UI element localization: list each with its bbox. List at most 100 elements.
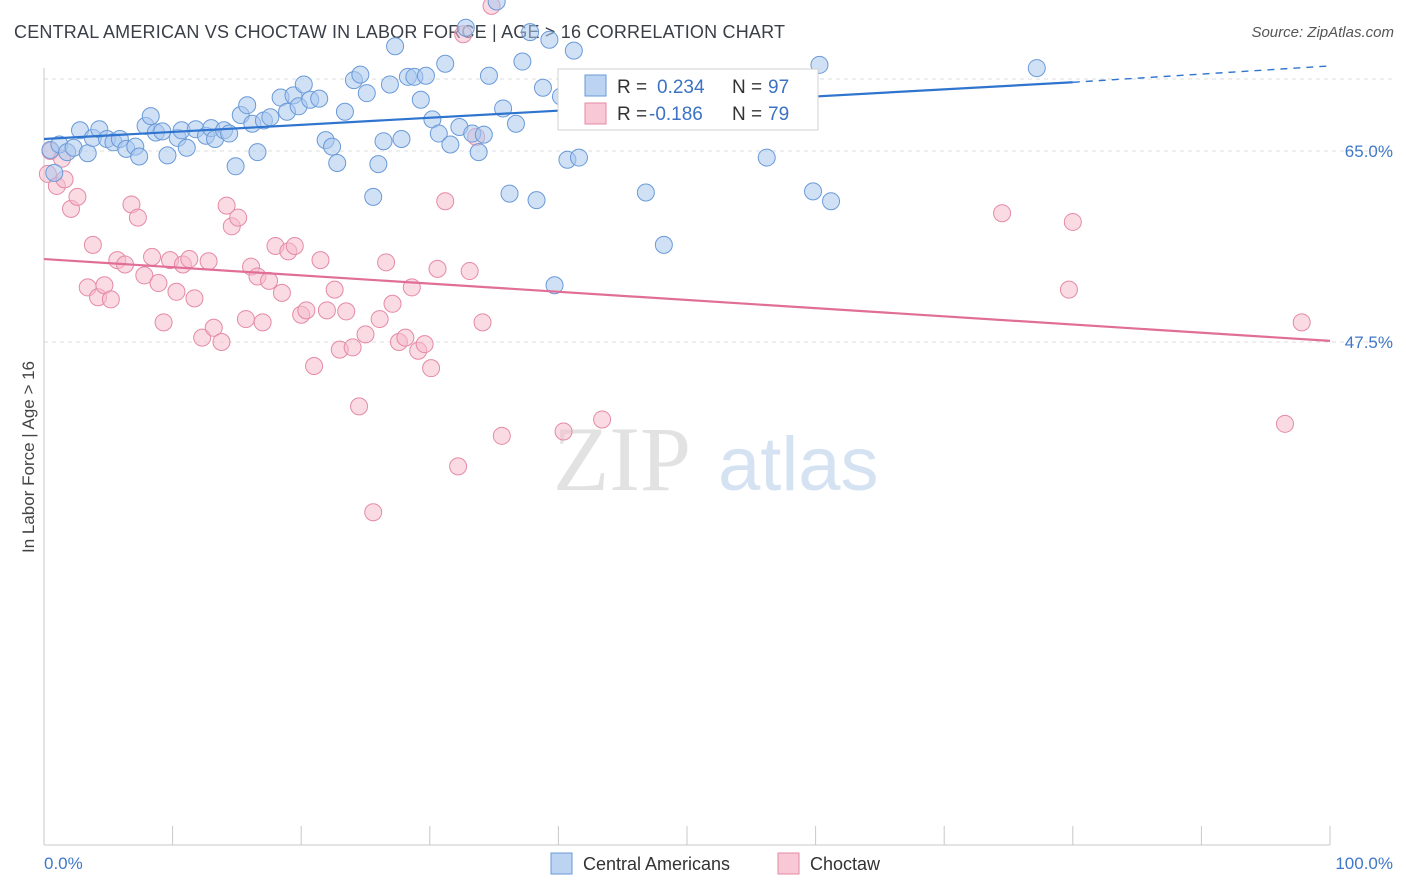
choctaw-point bbox=[135, 266, 154, 285]
y-axis-label: In Labor Force | Age > 16 bbox=[19, 361, 38, 553]
central-american-point bbox=[479, 66, 498, 85]
choctaw-point bbox=[253, 313, 272, 332]
central-american-point bbox=[130, 147, 149, 166]
choctaw-point bbox=[1292, 313, 1311, 332]
x-tick-label-min: 0.0% bbox=[44, 854, 83, 873]
choctaw-point bbox=[325, 280, 344, 299]
central-american-point bbox=[310, 89, 329, 108]
central-americans-trend-extension bbox=[1072, 65, 1331, 83]
choctaw-point bbox=[101, 290, 120, 309]
central-american-point bbox=[540, 30, 559, 49]
choctaw-point bbox=[364, 503, 383, 522]
bottom-legend-swatch-central-americans bbox=[550, 852, 573, 875]
central-american-point bbox=[141, 107, 160, 126]
choctaw-point bbox=[68, 187, 87, 206]
central-american-point bbox=[487, 0, 506, 11]
central-american-point bbox=[527, 191, 546, 210]
central-american-point bbox=[248, 143, 267, 162]
central-american-point bbox=[411, 90, 430, 109]
central-american-point bbox=[323, 137, 342, 156]
choctaw-point bbox=[212, 332, 231, 351]
legend-n-value-1: 97 bbox=[768, 77, 789, 98]
choctaw-point bbox=[460, 262, 479, 281]
choctaw-point bbox=[343, 338, 362, 357]
choctaw-point bbox=[370, 310, 389, 329]
choctaw-point bbox=[128, 208, 147, 227]
choctaw-point bbox=[1059, 280, 1078, 299]
legend-n-label-1: N = bbox=[732, 77, 762, 98]
choctaw-point bbox=[428, 259, 447, 278]
choctaw-point bbox=[199, 252, 218, 271]
central-american-point bbox=[78, 144, 97, 163]
watermark-zip: ZIP bbox=[553, 408, 691, 510]
choctaw-point bbox=[993, 204, 1012, 223]
choctaw-point bbox=[154, 313, 173, 332]
legend-swatch-central-americans bbox=[584, 74, 607, 97]
choctaw-point bbox=[305, 356, 324, 375]
bottom-legend-label-choctaw: Choctaw bbox=[810, 854, 881, 874]
choctaw-point bbox=[167, 282, 186, 301]
choctaw-point bbox=[492, 426, 511, 445]
central-american-point bbox=[351, 65, 370, 84]
central-american-point bbox=[545, 276, 564, 295]
choctaw-point bbox=[1063, 212, 1082, 231]
central-american-point bbox=[500, 184, 519, 203]
central-american-point bbox=[1027, 59, 1046, 78]
choctaw-point bbox=[260, 271, 279, 290]
central-american-point bbox=[261, 108, 280, 127]
x-tick-label-max: 100.0% bbox=[1335, 854, 1393, 873]
central-american-point bbox=[474, 125, 493, 144]
legend-r-label-1: R = bbox=[617, 77, 647, 98]
choctaw-point bbox=[217, 196, 236, 215]
choctaw-point bbox=[236, 310, 255, 329]
legend-n-value-2: 79 bbox=[768, 104, 789, 125]
y-tick-label: 65.0% bbox=[1345, 142, 1393, 161]
choctaw-point bbox=[396, 328, 415, 347]
central-american-point bbox=[513, 52, 532, 71]
choctaw-point bbox=[1275, 414, 1294, 433]
choctaw-point bbox=[185, 289, 204, 308]
choctaw-point bbox=[272, 283, 291, 302]
central-american-point bbox=[416, 66, 435, 85]
central-american-point bbox=[654, 235, 673, 254]
choctaw-point bbox=[473, 313, 492, 332]
choctaw-point bbox=[436, 192, 455, 211]
bottom-legend: Central Americans Choctaw bbox=[550, 852, 881, 875]
legend-r-value-1: 0.234 bbox=[657, 77, 705, 98]
choctaw-point bbox=[593, 410, 612, 429]
central-american-point bbox=[369, 155, 388, 174]
x-tick-marks bbox=[43, 826, 1331, 845]
choctaw-point bbox=[143, 247, 162, 266]
bottom-legend-swatch-choctaw bbox=[777, 852, 800, 875]
central-american-point bbox=[564, 41, 583, 60]
central-american-point bbox=[436, 54, 455, 73]
central-american-point bbox=[158, 146, 177, 165]
central-american-point bbox=[533, 78, 552, 97]
source-label: Source: ZipAtlas.com bbox=[1251, 24, 1394, 41]
choctaw-point bbox=[337, 302, 356, 321]
grid-lines bbox=[44, 78, 1393, 343]
central-american-point bbox=[569, 148, 588, 167]
choctaw-point bbox=[149, 274, 168, 293]
choctaw-point bbox=[317, 301, 336, 320]
central-american-point bbox=[380, 75, 399, 94]
y-tick-label: 47.5% bbox=[1345, 333, 1393, 352]
central-american-point bbox=[429, 124, 448, 143]
central-american-point bbox=[757, 148, 776, 167]
central-american-point bbox=[521, 23, 540, 42]
choctaw-point bbox=[311, 251, 330, 270]
central-american-point bbox=[822, 192, 841, 211]
legend-swatch-choctaw bbox=[584, 102, 607, 125]
choctaw-point bbox=[415, 335, 434, 354]
central-american-point bbox=[364, 187, 383, 206]
choctaw-point bbox=[204, 318, 223, 337]
chart-title: CENTRAL AMERICAN VS CHOCTAW IN LABOR FOR… bbox=[14, 22, 786, 42]
central-american-point bbox=[374, 132, 393, 151]
legend-box: R = 0.234 N = 97 R = -0.186 N = 79 bbox=[557, 68, 819, 131]
choctaw-point bbox=[193, 328, 212, 347]
central-american-point bbox=[328, 154, 347, 173]
choctaw-trend-line bbox=[43, 257, 1331, 342]
y-tick-labels: 47.5%65.0%82.5%100.0% bbox=[1345, 142, 1393, 352]
choctaw-point bbox=[285, 236, 304, 255]
